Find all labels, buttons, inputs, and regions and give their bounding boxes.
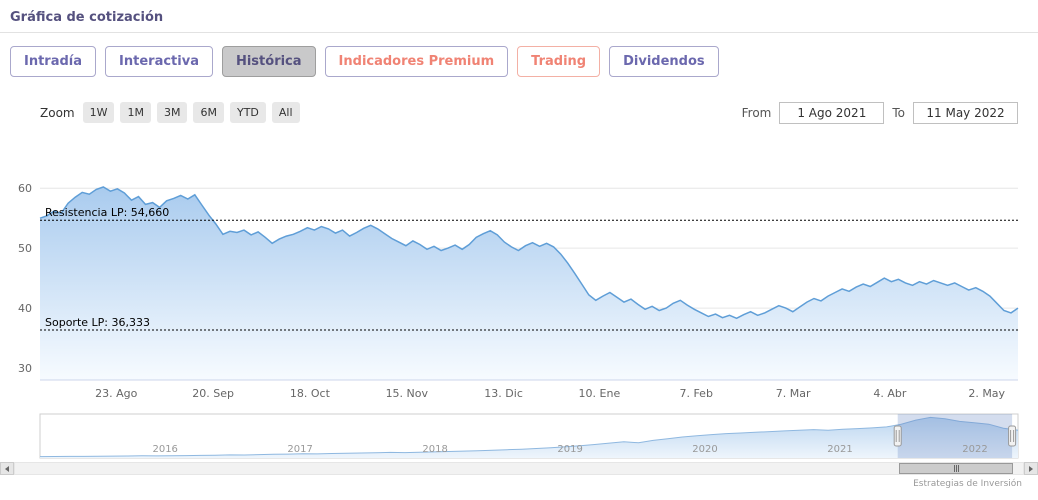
navigator-year-label: 2021 bbox=[827, 444, 852, 455]
x-axis-label: 13. Dic bbox=[484, 387, 523, 400]
x-axis-label: 18. Oct bbox=[290, 387, 331, 400]
zoom-button-1m[interactable]: 1M bbox=[120, 102, 151, 123]
tab-interactiva[interactable]: Interactiva bbox=[105, 46, 213, 77]
to-label: To bbox=[892, 105, 905, 120]
chart-tabs: Intradía Interactiva Histórica Indicador… bbox=[0, 33, 1038, 87]
x-axis-label: 15. Nov bbox=[386, 387, 429, 400]
navigator-year-label: 2017 bbox=[287, 444, 312, 455]
navigator-line bbox=[39, 416, 1019, 458]
price-area bbox=[40, 187, 1018, 380]
range-selector: Zoom 1W 1M 3M 6M YTD All From To bbox=[0, 101, 1038, 124]
left-arrow-icon bbox=[5, 465, 9, 472]
from-date-input[interactable] bbox=[779, 101, 885, 124]
x-axis-label: 20. Sep bbox=[192, 387, 234, 400]
page-title: Gráfica de cotización bbox=[10, 10, 164, 25]
x-axis-label: 4. Abr bbox=[873, 387, 906, 400]
navigator-handle-left[interactable] bbox=[893, 425, 902, 447]
chart-scrollbar[interactable] bbox=[0, 462, 1038, 475]
zoom-button-1w[interactable]: 1W bbox=[82, 102, 115, 123]
tab-indicadores-premium[interactable]: Indicadores Premium bbox=[324, 46, 509, 77]
zoom-button-3m[interactable]: 3M bbox=[156, 102, 188, 123]
chart-navigator[interactable]: 2016 2017 2018 2019 2020 2021 2022 bbox=[0, 412, 1038, 462]
scrollbar-left-button[interactable] bbox=[0, 462, 14, 475]
navigator-year-label: 2022 bbox=[962, 444, 987, 455]
y-axis-label: 40 bbox=[18, 302, 32, 315]
zoom-button-ytd[interactable]: YTD bbox=[229, 102, 266, 123]
to-date-input[interactable] bbox=[913, 101, 1018, 124]
price-line bbox=[39, 186, 1019, 320]
navigator-area bbox=[40, 417, 1018, 458]
right-arrow-icon bbox=[1029, 465, 1033, 472]
navigator-handle-right[interactable] bbox=[1008, 425, 1017, 447]
x-axis-label: 23. Ago bbox=[95, 387, 137, 400]
navigator-year-label: 2020 bbox=[692, 444, 717, 455]
zoom-button-6m[interactable]: 6M bbox=[193, 102, 224, 123]
resistance-label: Resistencia LP: 54,660 bbox=[45, 206, 169, 219]
y-axis-label: 50 bbox=[18, 242, 32, 255]
scrollbar-grip-icon bbox=[955, 465, 957, 472]
navigator-year-label: 2016 bbox=[152, 444, 177, 455]
scrollbar-right-button[interactable] bbox=[1024, 462, 1038, 475]
tab-intradia[interactable]: Intradía bbox=[10, 46, 97, 77]
x-axis-label: 7. Mar bbox=[776, 387, 811, 400]
price-chart[interactable]: 30 40 50 60 23. Ago 20. Sep 18. Oct 15. Nov 13. … bbox=[0, 142, 1038, 404]
x-axis-label: 2. May bbox=[968, 387, 1005, 400]
navigator-selection-mask bbox=[897, 414, 1013, 458]
navigator-year-label: 2019 bbox=[557, 444, 582, 455]
tab-trading[interactable]: Trading bbox=[517, 46, 601, 77]
x-axis-label: 10. Ene bbox=[579, 387, 621, 400]
tab-dividendos[interactable]: Dividendos bbox=[609, 46, 719, 77]
zoom-label: Zoom bbox=[40, 105, 75, 120]
scrollbar-thumb[interactable] bbox=[899, 463, 1013, 474]
from-label: From bbox=[741, 105, 772, 120]
tab-historica[interactable]: Histórica bbox=[221, 46, 316, 77]
credit-text: Estrategias de Inversión bbox=[913, 479, 1022, 489]
y-axis-label: 60 bbox=[18, 182, 32, 195]
y-axis-label: 30 bbox=[18, 362, 32, 375]
support-label: Soporte LP: 36,333 bbox=[45, 316, 150, 329]
navigator-year-label: 2018 bbox=[422, 444, 447, 455]
scrollbar-track[interactable] bbox=[14, 462, 1024, 475]
zoom-button-all[interactable]: All bbox=[271, 102, 300, 123]
x-axis-label: 7. Feb bbox=[679, 387, 712, 400]
panel-header: Gráfica de cotización bbox=[0, 0, 1038, 33]
